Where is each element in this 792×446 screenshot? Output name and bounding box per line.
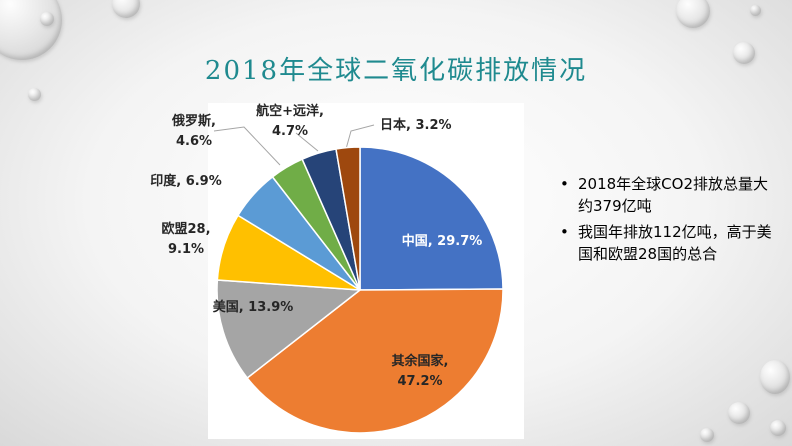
slice-data-label: 欧盟28, 9.1% (161, 221, 210, 257)
note-item: 我国年排放112亿吨，高于美国和欧盟28国的总合 (560, 221, 775, 265)
note-item: 2018年全球CO2排放总量大约379亿吨 (560, 173, 775, 217)
slice-data-label: 俄罗斯, 4.6% (171, 113, 216, 149)
water-drop-decoration (112, 0, 140, 18)
water-drop-decoration (750, 5, 761, 16)
pie-slice-2 (246, 288, 504, 434)
slide-title: 2018年全球二氧化碳排放情况 (204, 56, 588, 86)
water-drop-decoration (676, 0, 710, 28)
slice-data-label: 印度, 6.9% (150, 173, 222, 189)
slice-data-label: 航空+远洋, 4.7% (256, 103, 324, 139)
leader-line (295, 132, 319, 152)
pie-chart-panel: 中国, 29.7% 其余国家, 47.2% 美国, 13.9% 欧盟28, 9.1% 印度,… (150, 103, 524, 439)
water-drop-decoration (700, 428, 714, 442)
pie-slice-3 (216, 279, 363, 379)
water-drop-decoration (770, 420, 786, 436)
water-drop-decoration (733, 42, 755, 64)
slice-data-label: 其余国家, 47.2% (392, 353, 449, 389)
water-drop-decoration (28, 88, 41, 101)
slice-data-label: 美国, 13.9% (213, 299, 294, 315)
water-drop-decoration (728, 402, 750, 424)
water-drop-decoration (760, 360, 790, 394)
pie-slice-8 (335, 146, 361, 291)
leader-line (345, 124, 375, 150)
water-drop-decoration (40, 12, 54, 26)
leader-line (213, 126, 281, 166)
notes-list: 2018年全球CO2排放总量大约379亿吨 我国年排放112亿吨，高于美国和欧盟… (560, 173, 775, 269)
slice-data-label: 中国, 29.7% (402, 233, 483, 249)
slice-data-label: 日本, 3.2% (380, 117, 452, 133)
pie-slice-1 (359, 146, 504, 291)
pie-chart: 中国, 29.7% 其余国家, 47.2% 美国, 13.9% 欧盟28, 9.1% 印度,… (150, 103, 504, 434)
